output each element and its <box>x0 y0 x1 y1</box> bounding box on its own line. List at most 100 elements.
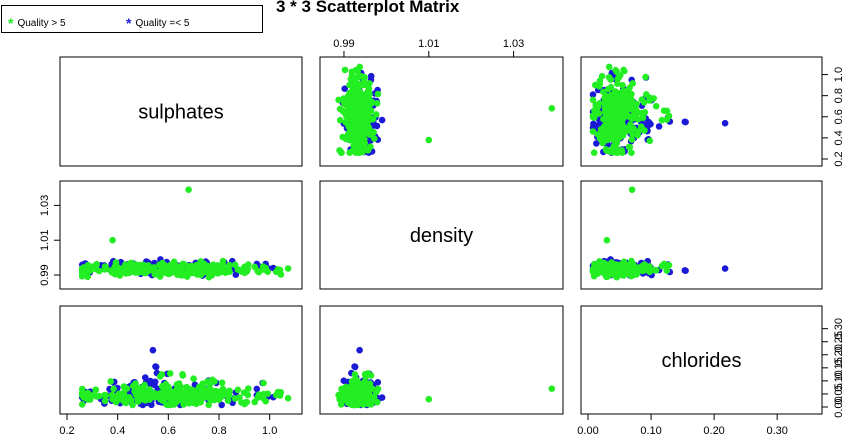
point-good <box>146 396 153 403</box>
tick-label-density-1.01: 1.01 <box>418 38 439 50</box>
point-good <box>660 107 668 114</box>
point-bad <box>378 116 386 124</box>
tick-label-density-0.99: 0.99 <box>39 264 51 285</box>
point-good <box>341 99 348 107</box>
point-good <box>357 81 365 89</box>
point-good <box>191 264 199 271</box>
point-good <box>425 136 433 144</box>
point-good <box>260 390 268 398</box>
point-good <box>373 100 381 107</box>
point-good <box>336 116 344 124</box>
point-good <box>598 72 606 80</box>
tick-label-sulphates-1.0: 1.0 <box>833 67 845 82</box>
point-good <box>216 388 224 396</box>
point-good <box>628 114 635 122</box>
tick-label-density-1.03: 1.03 <box>39 195 51 216</box>
point-good <box>604 111 612 119</box>
point-good <box>605 102 613 109</box>
point-good <box>607 83 615 91</box>
legend-label-bad: Quality =< 5 <box>135 18 190 29</box>
legend: * Quality > 5 * Quality =< 5 <box>1 5 263 33</box>
legend-label-good: Quality > 5 <box>17 18 66 29</box>
point-good <box>335 391 342 399</box>
point-good <box>589 96 597 104</box>
point-good <box>284 394 292 402</box>
point-good <box>78 385 86 393</box>
legend-item-bad: * Quality =< 5 <box>126 13 190 31</box>
point-good <box>425 395 433 403</box>
point-good <box>630 125 637 132</box>
tick-label-density-0.99: 0.99 <box>333 38 354 50</box>
point-good <box>222 391 229 398</box>
point-good <box>347 75 355 83</box>
point-good <box>589 128 597 135</box>
point-good <box>364 370 372 377</box>
tick-label-chlorides-0.30: 0.30 <box>833 318 845 339</box>
point-good <box>240 389 248 397</box>
point-good <box>170 401 178 408</box>
point-good <box>114 264 122 271</box>
point-good <box>641 127 648 134</box>
point-good <box>158 371 166 378</box>
tick-label-sulphates-0.6: 0.6 <box>833 109 845 124</box>
point-good <box>207 386 214 393</box>
point-good <box>120 383 128 390</box>
tick-label-chlorides-0.20: 0.20 <box>703 425 724 437</box>
tick-label-chlorides-0.10: 0.10 <box>833 370 845 391</box>
point-good <box>147 390 154 397</box>
point-good <box>156 273 164 280</box>
point-good <box>260 266 268 273</box>
point-good <box>600 115 607 123</box>
point-good <box>596 268 604 276</box>
point-good <box>603 236 611 244</box>
point-good <box>101 391 108 399</box>
point-good <box>590 263 598 271</box>
tick-label-sulphates-0.6: 0.6 <box>161 425 176 437</box>
diagonal-label-density: density <box>410 225 473 247</box>
point-good <box>245 385 252 392</box>
point-good <box>548 105 556 112</box>
point-good <box>205 401 212 409</box>
point-good <box>344 95 352 102</box>
point-good <box>121 398 128 406</box>
point-good <box>169 395 176 403</box>
point-good <box>616 99 624 107</box>
point-good <box>641 109 649 116</box>
point-good <box>185 385 192 393</box>
point-good <box>628 149 635 156</box>
point-good <box>110 385 117 393</box>
point-good <box>111 270 119 278</box>
point-good <box>626 96 634 103</box>
point-good <box>369 115 377 123</box>
point-good <box>211 378 218 385</box>
point-good <box>276 392 284 399</box>
legend-star-good-icon: * <box>8 15 14 31</box>
point-good <box>366 380 374 387</box>
point-good <box>639 114 647 122</box>
point-good <box>605 63 613 71</box>
point-good <box>628 136 636 143</box>
point-bad <box>378 394 386 401</box>
point-good <box>262 397 270 405</box>
point-good <box>356 149 363 156</box>
point-bad <box>589 91 597 98</box>
point-good <box>132 390 139 397</box>
tick-label-density-1.01: 1.01 <box>39 230 51 251</box>
tick-label-chlorides-0.10: 0.10 <box>640 425 661 437</box>
point-good <box>336 105 344 113</box>
point-good <box>609 111 616 119</box>
point-good <box>364 389 372 397</box>
tick-label-chlorides-0.00: 0.00 <box>833 396 845 417</box>
point-good <box>348 398 356 406</box>
point-good <box>197 390 205 398</box>
point-good <box>639 267 647 275</box>
point-good <box>355 113 363 121</box>
point-good <box>129 401 136 409</box>
point-good <box>663 267 671 274</box>
point-good <box>628 186 636 193</box>
point-good <box>179 372 187 379</box>
point-good <box>365 395 373 403</box>
point-bad <box>151 378 159 386</box>
point-bad <box>142 374 149 381</box>
point-good <box>337 401 345 408</box>
